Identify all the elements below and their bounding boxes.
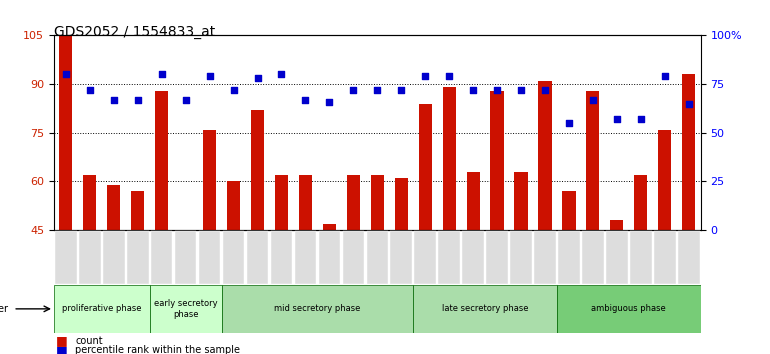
FancyBboxPatch shape — [295, 231, 316, 284]
Point — [371, 87, 383, 93]
Point — [682, 101, 695, 107]
FancyBboxPatch shape — [511, 231, 532, 284]
Point — [419, 73, 431, 79]
FancyBboxPatch shape — [487, 231, 508, 284]
Point — [227, 87, 239, 93]
Text: late secretory phase: late secretory phase — [442, 304, 528, 313]
FancyBboxPatch shape — [222, 285, 413, 333]
Point — [467, 87, 479, 93]
Bar — [227, 181, 240, 230]
Point — [132, 97, 144, 103]
Point — [443, 73, 455, 79]
Text: percentile rank within the sample: percentile rank within the sample — [75, 346, 240, 354]
Text: ■: ■ — [55, 344, 67, 354]
FancyBboxPatch shape — [557, 285, 701, 333]
Point — [108, 97, 120, 103]
Point — [539, 87, 551, 93]
Bar — [370, 175, 384, 230]
Point — [634, 116, 647, 122]
Point — [347, 87, 360, 93]
Text: ambiguous phase: ambiguous phase — [591, 304, 666, 313]
Bar — [203, 130, 216, 230]
Bar — [490, 91, 504, 230]
Bar — [443, 87, 456, 230]
Bar — [346, 175, 360, 230]
FancyBboxPatch shape — [319, 231, 340, 284]
FancyBboxPatch shape — [79, 231, 101, 284]
FancyBboxPatch shape — [678, 231, 699, 284]
FancyBboxPatch shape — [606, 231, 628, 284]
FancyBboxPatch shape — [199, 231, 220, 284]
Point — [300, 97, 312, 103]
Bar — [658, 130, 671, 230]
Point — [491, 87, 504, 93]
Text: mid secretory phase: mid secretory phase — [274, 304, 360, 313]
Point — [251, 75, 263, 81]
Text: proliferative phase: proliferative phase — [62, 304, 142, 313]
FancyBboxPatch shape — [175, 231, 196, 284]
Point — [658, 73, 671, 79]
FancyBboxPatch shape — [103, 231, 125, 284]
Bar — [419, 103, 432, 230]
FancyBboxPatch shape — [462, 231, 484, 284]
Bar — [634, 175, 648, 230]
Point — [179, 97, 192, 103]
Point — [587, 97, 599, 103]
Point — [611, 116, 623, 122]
Bar — [538, 81, 551, 230]
FancyBboxPatch shape — [246, 231, 268, 284]
Text: count: count — [75, 336, 103, 346]
FancyBboxPatch shape — [223, 231, 244, 284]
FancyBboxPatch shape — [654, 231, 675, 284]
Bar — [131, 191, 144, 230]
Point — [60, 72, 72, 77]
Point — [515, 87, 527, 93]
Point — [276, 72, 288, 77]
FancyBboxPatch shape — [127, 231, 149, 284]
FancyBboxPatch shape — [390, 231, 412, 284]
FancyBboxPatch shape — [558, 231, 580, 284]
Bar — [514, 172, 527, 230]
Bar — [562, 191, 575, 230]
FancyBboxPatch shape — [414, 231, 436, 284]
Bar — [155, 91, 169, 230]
Text: early secretory
phase: early secretory phase — [154, 299, 217, 319]
Bar — [395, 178, 408, 230]
Point — [395, 87, 407, 93]
Bar — [107, 185, 120, 230]
Bar — [467, 172, 480, 230]
FancyBboxPatch shape — [534, 231, 556, 284]
FancyBboxPatch shape — [367, 231, 388, 284]
Bar — [251, 110, 264, 230]
Point — [563, 120, 575, 126]
Bar — [83, 175, 96, 230]
Text: GDS2052 / 1554833_at: GDS2052 / 1554833_at — [54, 25, 215, 39]
Point — [84, 87, 96, 93]
Bar — [611, 220, 624, 230]
FancyBboxPatch shape — [438, 231, 460, 284]
FancyBboxPatch shape — [151, 231, 172, 284]
Bar — [59, 35, 72, 230]
FancyBboxPatch shape — [343, 231, 364, 284]
FancyBboxPatch shape — [630, 231, 651, 284]
Point — [323, 99, 336, 104]
Bar — [299, 175, 312, 230]
Bar — [682, 74, 695, 230]
FancyBboxPatch shape — [54, 285, 149, 333]
FancyBboxPatch shape — [413, 285, 557, 333]
FancyBboxPatch shape — [582, 231, 604, 284]
FancyBboxPatch shape — [271, 231, 293, 284]
FancyBboxPatch shape — [149, 285, 222, 333]
Bar — [275, 175, 288, 230]
Bar — [586, 91, 600, 230]
FancyBboxPatch shape — [55, 231, 77, 284]
Text: ■: ■ — [55, 334, 67, 347]
Point — [203, 73, 216, 79]
Text: other: other — [0, 304, 8, 314]
Bar — [323, 224, 336, 230]
Point — [156, 72, 168, 77]
